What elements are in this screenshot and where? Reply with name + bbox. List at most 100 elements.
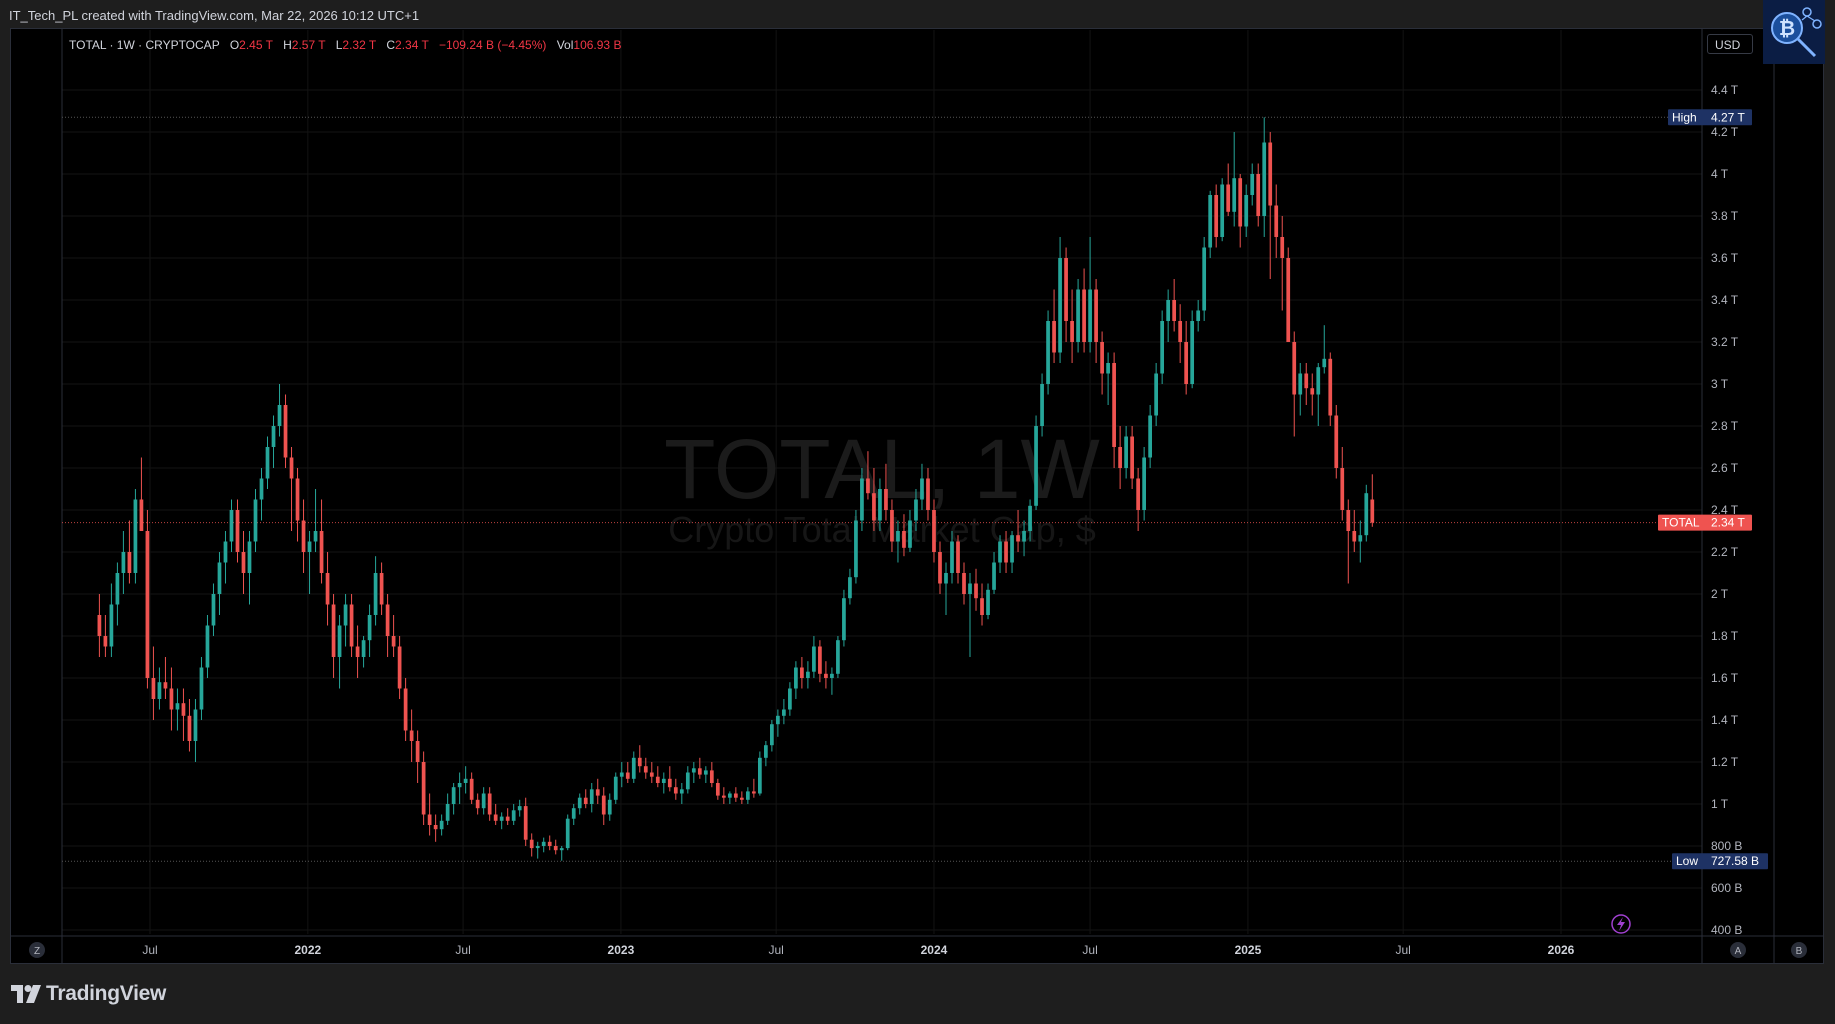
candle-body: [313, 531, 318, 542]
candle-body: [529, 839, 534, 849]
candle-body: [349, 604, 354, 647]
candle-body: [1172, 300, 1177, 321]
auto-scale-button[interactable]: [1730, 942, 1746, 958]
y-tick-label: 1 T: [1711, 797, 1729, 811]
candle-body: [553, 846, 558, 851]
x-tick-label: 2022: [294, 943, 321, 957]
candle-body: [776, 715, 780, 725]
candle-body: [643, 766, 648, 773]
candle-body: [1286, 258, 1291, 342]
candle-body: [1292, 342, 1297, 395]
x-tick-label: Jul: [142, 943, 157, 957]
candle-body: [1052, 321, 1056, 353]
candle-body: [1106, 363, 1110, 374]
candle-body: [331, 604, 336, 657]
candle-body: [1232, 178, 1237, 212]
candle-body: [1118, 447, 1122, 468]
candle-body: [1058, 258, 1062, 353]
candle-body: [1004, 541, 1008, 563]
candle-body: [631, 757, 636, 779]
candle-body: [757, 757, 762, 794]
candle-body: [541, 841, 546, 846]
log-scale-button[interactable]: [1791, 942, 1807, 958]
x-tick-label: Jul: [768, 943, 783, 957]
candle-body: [1334, 415, 1339, 468]
candle-body: [992, 562, 996, 590]
candle-body: [163, 682, 168, 689]
candle-body: [1280, 237, 1285, 258]
candle-body: [415, 741, 420, 762]
candle-body: [998, 541, 1002, 563]
candle-body: [235, 510, 240, 552]
candle-body: [1220, 184, 1225, 237]
candle-body: [403, 688, 408, 731]
candle-body: [1214, 195, 1219, 237]
last-price-value: 2.34 T: [1711, 516, 1745, 530]
candle-body: [121, 552, 126, 573]
candle-body: [1370, 499, 1375, 523]
candle-body: [679, 789, 684, 794]
lightning-icon[interactable]: [1611, 914, 1631, 934]
candle-body: [499, 816, 504, 821]
candle-body: [703, 770, 708, 775]
candle-body: [751, 791, 756, 794]
candle-body: [1322, 358, 1327, 368]
high-badge: [1668, 109, 1752, 126]
candle-body: [1034, 426, 1038, 506]
candle-body: [842, 598, 846, 641]
candle-body: [439, 820, 444, 830]
candle-body: [613, 776, 618, 800]
candle-body: [1112, 363, 1116, 447]
candle-body: [788, 688, 792, 710]
candle-body: [1136, 478, 1140, 510]
legend-change: −109.24 B (−4.45%): [438, 38, 547, 52]
candle-body: [920, 478, 924, 500]
candle-body: [962, 573, 966, 594]
legend-open-value: 2.45 T: [239, 38, 273, 52]
candle-body: [217, 562, 222, 594]
candle-body: [794, 667, 798, 689]
x-tick-label: 2024: [921, 943, 948, 957]
candle-body: [1124, 436, 1128, 468]
high-value: 4.27 T: [1711, 110, 1745, 124]
candle-body: [824, 673, 828, 678]
candle-body: [595, 789, 600, 796]
candle-body: [974, 583, 978, 599]
candle-body: [745, 791, 750, 800]
x-tick-label: 2025: [1235, 943, 1262, 957]
candle-body: [115, 573, 120, 605]
candle-body: [493, 814, 498, 821]
candle-body: [469, 778, 474, 800]
tradingview-logo-icon: [11, 985, 41, 1003]
y-tick-label: 3.8 T: [1711, 209, 1739, 223]
bitcoin-network-icon: ₿: [1763, 0, 1825, 64]
currency-button[interactable]: USD: [1707, 34, 1753, 54]
candle-body: [764, 745, 768, 758]
candle-body: [1352, 531, 1357, 542]
tradingview-footer-logo[interactable]: TradingView: [11, 980, 166, 1008]
candle-body: [295, 478, 300, 521]
candle-body: [589, 789, 594, 804]
candle-body: [145, 531, 150, 678]
candle-body: [980, 598, 984, 615]
low-badge: [1672, 853, 1768, 870]
candle-body: [523, 806, 528, 840]
candle-body: [896, 531, 900, 542]
candle-body: [1166, 300, 1171, 321]
candle-body: [1208, 195, 1213, 248]
candle-body: [884, 489, 888, 510]
candle-body: [1016, 535, 1020, 542]
candle-body: [547, 841, 552, 846]
y-tick-label: 4 T: [1711, 167, 1729, 181]
candle-body: [559, 848, 564, 851]
candle-body: [205, 625, 210, 668]
legend-symbol[interactable]: TOTAL · 1W · CRYPTOCAP: [69, 38, 220, 52]
candle-body: [1358, 535, 1363, 542]
candle-body: [199, 667, 204, 710]
candle-body: [445, 804, 450, 821]
candle-body: [800, 667, 804, 678]
candle-body: [860, 478, 864, 521]
candle-body: [1340, 468, 1345, 510]
scale-left-button[interactable]: [29, 942, 45, 958]
